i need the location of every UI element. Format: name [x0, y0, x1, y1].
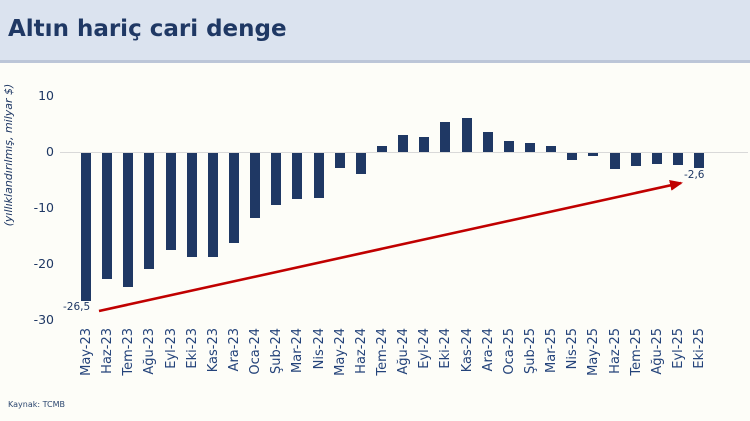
- bar-Oca-24: [250, 153, 261, 218]
- zero-gridline: [60, 152, 748, 153]
- x-tick-Mar-25: Mar-25: [544, 328, 559, 373]
- bar-Mar-25: [546, 146, 556, 152]
- bar-May-24: [334, 153, 345, 169]
- y-tick--20: -20: [33, 256, 54, 271]
- x-tick-Tem-25: Tem-25: [628, 328, 644, 376]
- bar-Nis-25: [567, 153, 578, 160]
- bar-Ağu-25: [651, 153, 662, 165]
- bar-Tem-25: [630, 153, 641, 167]
- x-tick-May-24: May-24: [332, 328, 348, 376]
- x-tick-Kas-23: Kas-23: [205, 328, 221, 373]
- bar-Tem-23: [123, 153, 134, 288]
- bar-Eki-24: [440, 121, 451, 152]
- x-tick-Eki-23: Eki-23: [184, 328, 200, 369]
- x-tick-Kas-24: Kas-24: [459, 328, 475, 373]
- x-tick-Haz-25: Haz-25: [607, 328, 623, 374]
- x-tick-Ara-24: Ara-24: [480, 328, 496, 372]
- x-tick-Ağu-25: Ağu-25: [649, 328, 665, 375]
- bar-May-25: [588, 153, 599, 156]
- bar-Tem-24: [376, 146, 387, 152]
- x-tick-Eki-24: Eki-24: [438, 328, 454, 369]
- x-tick-Ara-23: Ara-23: [227, 328, 242, 372]
- x-tick-Şub-24: Şub-24: [269, 328, 285, 374]
- x-tick-Şub-25: Şub-25: [522, 328, 538, 374]
- bar-Kas-24: [461, 118, 472, 152]
- bar-Eyl-23: [165, 153, 176, 250]
- x-tick-May-25: May-25: [586, 328, 602, 376]
- x-tick-Nis-25: Nis-25: [565, 328, 581, 370]
- x-tick-Eyl-25: Eyl-25: [670, 328, 686, 369]
- bar-Mar-24: [292, 153, 303, 199]
- bar-Oca-25: [503, 140, 514, 152]
- y-tick--30: -30: [33, 312, 54, 327]
- slide-header: Altın hariç cari denge: [0, 0, 750, 63]
- bar-Haz-25: [609, 153, 620, 169]
- x-tick-Mar-24: Mar-24: [290, 328, 306, 373]
- x-tick-Haz-23: Haz-23: [100, 328, 116, 374]
- x-tick-May-23: May-23: [79, 328, 94, 376]
- data-label-first: -26,5: [63, 301, 91, 313]
- data-label-last: -2,6: [684, 169, 705, 181]
- x-tick-Haz-24: Haz-24: [353, 328, 369, 374]
- bar-Ara-24: [482, 132, 493, 152]
- x-tick-Oca-24: Oca-24: [248, 328, 264, 375]
- bar-Eki-23: [186, 153, 197, 258]
- bar-Şub-25: [524, 142, 535, 152]
- x-tick-Ağu-23: Ağu-23: [142, 328, 158, 375]
- bar-May-23: [81, 153, 91, 302]
- bar-Haz-24: [355, 153, 366, 175]
- x-tick-Oca-25: Oca-25: [501, 328, 517, 375]
- y-tick-0: 0: [46, 144, 54, 159]
- bar-Şub-24: [271, 153, 282, 205]
- x-tick-Eyl-23: Eyl-23: [163, 328, 179, 369]
- x-tick-Eyl-24: Eyl-24: [417, 328, 433, 369]
- bar-Ağu-23: [144, 153, 155, 269]
- bar-Eyl-25: [672, 153, 683, 166]
- y-tick-10: 10: [38, 88, 54, 103]
- chart-title: Altın hariç cari denge: [8, 16, 287, 42]
- bar-Ara-23: [229, 153, 239, 244]
- y-axis-title: (yıllıklandırılmış, milyar $): [2, 83, 15, 227]
- x-tick-Tem-23: Tem-23: [121, 328, 137, 376]
- bar-Haz-23: [102, 153, 113, 279]
- bar-Eki-25: [694, 153, 704, 168]
- bar-Ağu-24: [398, 134, 409, 152]
- source-note: Kaynak: TCMB: [8, 400, 65, 409]
- x-tick-Ağu-24: Ağu-24: [396, 328, 412, 375]
- bar-Nis-24: [313, 153, 324, 198]
- x-tick-Eki-25: Eki-25: [692, 328, 707, 369]
- y-tick--10: -10: [33, 200, 54, 215]
- bar-Kas-23: [207, 153, 218, 257]
- bar-Eyl-24: [419, 136, 430, 152]
- x-tick-Nis-24: Nis-24: [311, 328, 327, 370]
- x-tick-Tem-24: Tem-24: [374, 328, 390, 376]
